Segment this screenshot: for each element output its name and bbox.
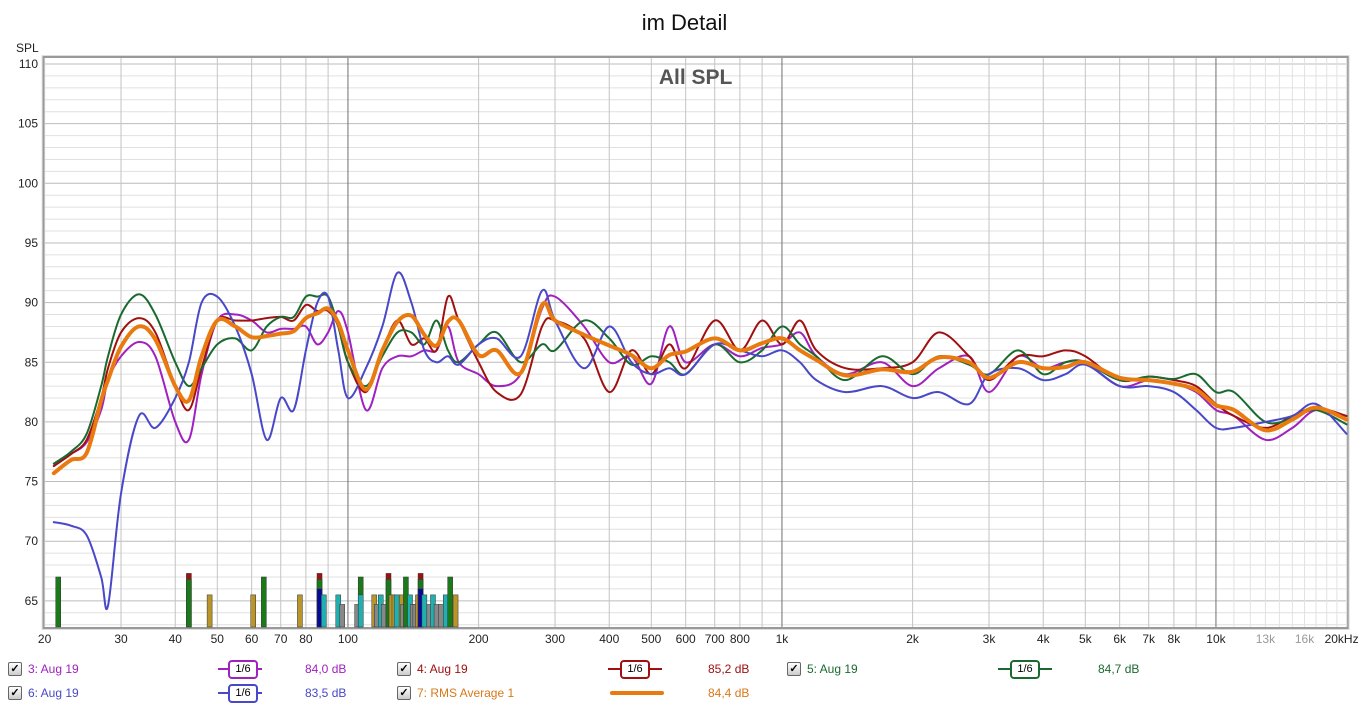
x-tick-label: 2k bbox=[906, 632, 920, 646]
x-tick-label: 50 bbox=[211, 632, 225, 646]
x-tick-label: 200 bbox=[469, 632, 489, 646]
legend-item-7: ✓ 7: RMS Average 1 bbox=[397, 683, 514, 703]
marker-bar bbox=[297, 594, 303, 628]
level-value-3: 84,0 dB bbox=[305, 662, 347, 676]
checkbox-5[interactable]: ✓ bbox=[787, 662, 801, 676]
y-tick-label: 85 bbox=[25, 355, 39, 369]
marker-bar bbox=[433, 604, 440, 628]
marker-bar bbox=[447, 576, 453, 628]
x-tick-label: 70 bbox=[274, 632, 288, 646]
x-tick-label: 13k bbox=[1256, 632, 1276, 646]
marker-bar bbox=[357, 594, 364, 628]
y-tick-label: 90 bbox=[25, 296, 39, 310]
series-line-5 bbox=[52, 293, 1348, 465]
x-tick-label: 700 bbox=[705, 632, 725, 646]
x-tick-label: 7k bbox=[1142, 632, 1156, 646]
smoothing-button-5[interactable]: 1/6 bbox=[1010, 660, 1040, 679]
marker-bar bbox=[393, 594, 400, 628]
x-tick-label: 10k bbox=[1206, 632, 1226, 646]
x-tick-label: 30 bbox=[114, 632, 128, 646]
marker-bar bbox=[261, 576, 267, 628]
legend-row: ✓ 3: Aug 19 1/6 84,0 dB ✓ 4: Aug 19 1/6 … bbox=[0, 659, 1369, 679]
x-tick-label: 8k bbox=[1168, 632, 1182, 646]
frequency-response-chart[interactable]: 65 70 75 80 85 90 95 100 105 110 SPL 20 30 40 50 60 70 80… bbox=[0, 0, 1369, 660]
x-tick-label: 600 bbox=[676, 632, 696, 646]
y-axis-label: SPL bbox=[16, 41, 39, 55]
smoothing-button-6[interactable]: 1/6 bbox=[228, 684, 258, 703]
plot-area bbox=[42, 56, 1349, 629]
marker-bar bbox=[55, 576, 61, 628]
marker-bar bbox=[321, 594, 327, 628]
y-tick-label: 100 bbox=[18, 176, 38, 190]
marker-bar bbox=[421, 594, 428, 628]
y-tick-label: 80 bbox=[25, 415, 39, 429]
x-tick-label: 500 bbox=[641, 632, 661, 646]
x-tick-label: 60 bbox=[245, 632, 259, 646]
legend-row: ✓ 6: Aug 19 1/6 83,5 dB ✓ 7: RMS Average… bbox=[0, 683, 1369, 703]
chart-subtitle: All SPL bbox=[659, 66, 733, 89]
legend-label: 5: Aug 19 bbox=[807, 662, 858, 676]
marker-bar bbox=[339, 604, 345, 628]
legend-label: 6: Aug 19 bbox=[28, 686, 79, 700]
checkbox-4[interactable]: ✓ bbox=[397, 662, 411, 676]
smoothing-button-4[interactable]: 1/6 bbox=[620, 660, 650, 679]
marker-bar bbox=[452, 594, 459, 628]
x-tick-label: 300 bbox=[545, 632, 565, 646]
x-tick-label: 800 bbox=[730, 632, 750, 646]
y-tick-label: 70 bbox=[25, 534, 39, 548]
y-tick-label: 105 bbox=[18, 117, 38, 131]
smoothing-button-3[interactable]: 1/6 bbox=[228, 660, 258, 679]
x-tick-label: 20kHz bbox=[1325, 632, 1359, 646]
legend-item-3: ✓ 3: Aug 19 bbox=[8, 659, 79, 679]
resonance-markers bbox=[55, 573, 459, 628]
legend-label: 3: Aug 19 bbox=[28, 662, 79, 676]
marker-bar bbox=[381, 604, 387, 628]
marker-bar bbox=[438, 604, 444, 628]
legend-label: 7: RMS Average 1 bbox=[417, 686, 515, 700]
gridlines bbox=[44, 58, 1348, 627]
x-tick-label: 16k bbox=[1295, 632, 1315, 646]
marker-bar bbox=[186, 579, 192, 628]
y-tick-label: 95 bbox=[25, 236, 39, 250]
y-tick-label: 75 bbox=[25, 475, 39, 489]
legend-item-6: ✓ 6: Aug 19 bbox=[8, 683, 79, 703]
legend-item-4: ✓ 4: Aug 19 bbox=[397, 659, 468, 679]
x-tick-label: 4k bbox=[1037, 632, 1051, 646]
y-tick-label: 65 bbox=[25, 594, 39, 608]
checkbox-3[interactable]: ✓ bbox=[8, 662, 22, 676]
x-tick-label: 20 bbox=[38, 632, 52, 646]
x-tick-label: 80 bbox=[299, 632, 313, 646]
chart-title: im Detail bbox=[641, 10, 728, 35]
x-tick-label: 3k bbox=[983, 632, 997, 646]
level-value-5: 84,7 dB bbox=[1098, 662, 1140, 676]
level-value-7: 84,4 dB bbox=[708, 686, 750, 700]
x-tick-label: 100 bbox=[338, 632, 358, 646]
x-tick-label: 6k bbox=[1113, 632, 1127, 646]
x-tick-label: 1k bbox=[776, 632, 790, 646]
x-tick-label: 5k bbox=[1079, 632, 1093, 646]
level-value-4: 85,2 dB bbox=[708, 662, 750, 676]
series-line-6 bbox=[52, 271, 1348, 610]
level-value-6: 83,5 dB bbox=[305, 686, 347, 700]
x-tick-label: 40 bbox=[169, 632, 183, 646]
line-sample-7 bbox=[610, 691, 664, 695]
y-tick-label: 110 bbox=[19, 57, 38, 71]
series-line-7 bbox=[51, 300, 1349, 476]
marker-bar bbox=[206, 594, 213, 628]
checkbox-6[interactable]: ✓ bbox=[8, 686, 22, 700]
x-tick-label: 400 bbox=[599, 632, 619, 646]
checkbox-7[interactable]: ✓ bbox=[397, 686, 411, 700]
legend-item-5: ✓ 5: Aug 19 bbox=[787, 659, 858, 679]
legend-label: 4: Aug 19 bbox=[417, 662, 468, 676]
marker-bar bbox=[250, 594, 256, 628]
